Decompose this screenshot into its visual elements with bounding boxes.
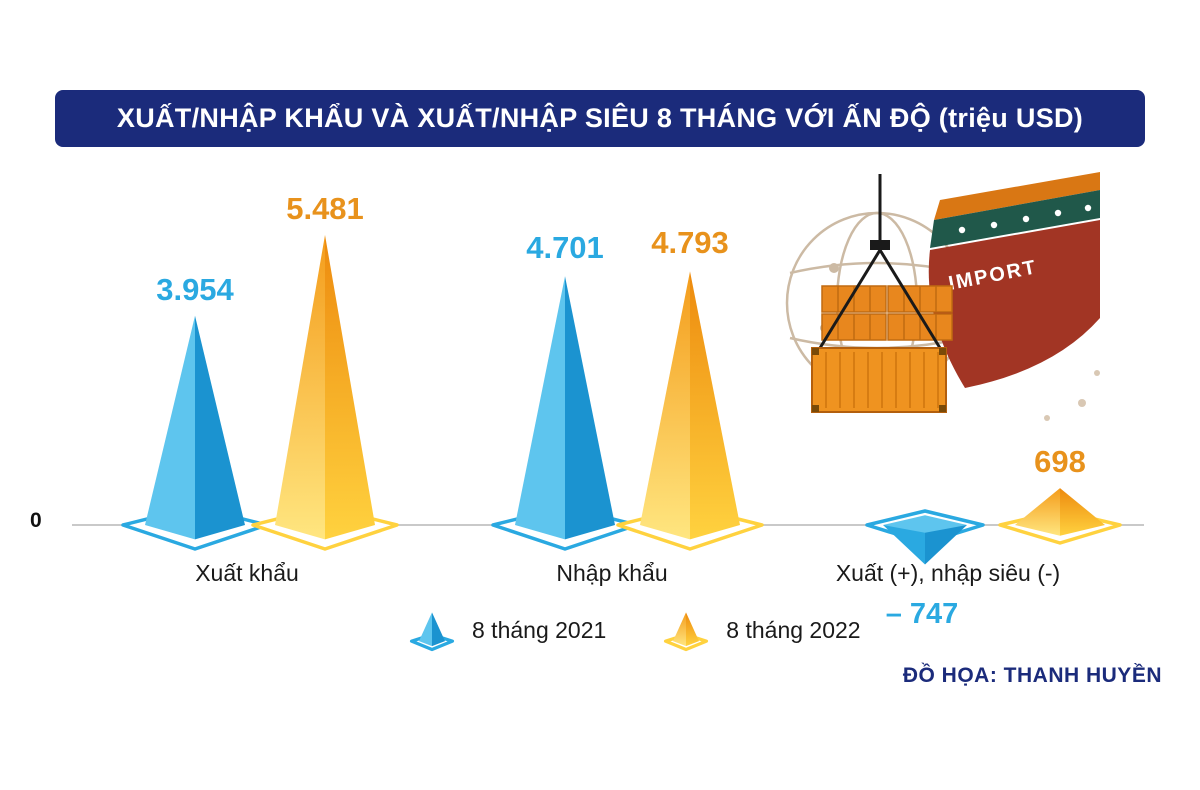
value-import-2022: 4.793 [651,225,729,260]
hanging-container-icon [811,347,947,413]
crane-icon [818,174,942,349]
legend-label-2022: 8 tháng 2022 [726,616,861,643]
ship-icon: IMPORT [928,172,1100,388]
legend-item-2021: 8 tháng 2021 [404,604,606,656]
decor-dots [1044,370,1100,421]
legend-swatch-2022-icon [664,612,709,652]
import-ship-illustration: IMPORT [785,172,1100,421]
axis-zero-label: 0 [30,509,42,532]
value-export-2022: 5.481 [286,191,364,226]
value-import-2021: 4.701 [526,230,604,265]
category-label-balance: Xuất (+), nhập siêu (-) [835,560,1061,586]
legend-swatch-2021-icon [409,612,455,652]
value-export-2021: 3.954 [156,272,234,307]
chart-legend: 8 tháng 2021 8 tháng 2022 [404,604,861,656]
legend-label-2021: 8 tháng 2021 [472,616,607,643]
chart-title-banner: XUẤT/NHẬP KHẨU VÀ XUẤT/NHẬP SIÊU 8 THÁNG… [55,90,1145,147]
value-balance-2021: – 747 [885,598,959,630]
category-label-export: Xuất khẩu [195,560,299,586]
container-stack-icon [821,285,953,341]
chart-title: XUẤT/NHẬP KHẨU VÀ XUẤT/NHẬP SIÊU 8 THÁNG… [116,103,1084,133]
legend-item-2022: 8 tháng 2022 [658,604,861,656]
credit-label: ĐỒ HỌA: THANH HUYỀN [902,664,1162,687]
x-axis-line [72,524,1144,526]
category-label-import: Nhập khẩu [556,560,668,586]
value-balance-2022: 698 [1034,444,1086,479]
